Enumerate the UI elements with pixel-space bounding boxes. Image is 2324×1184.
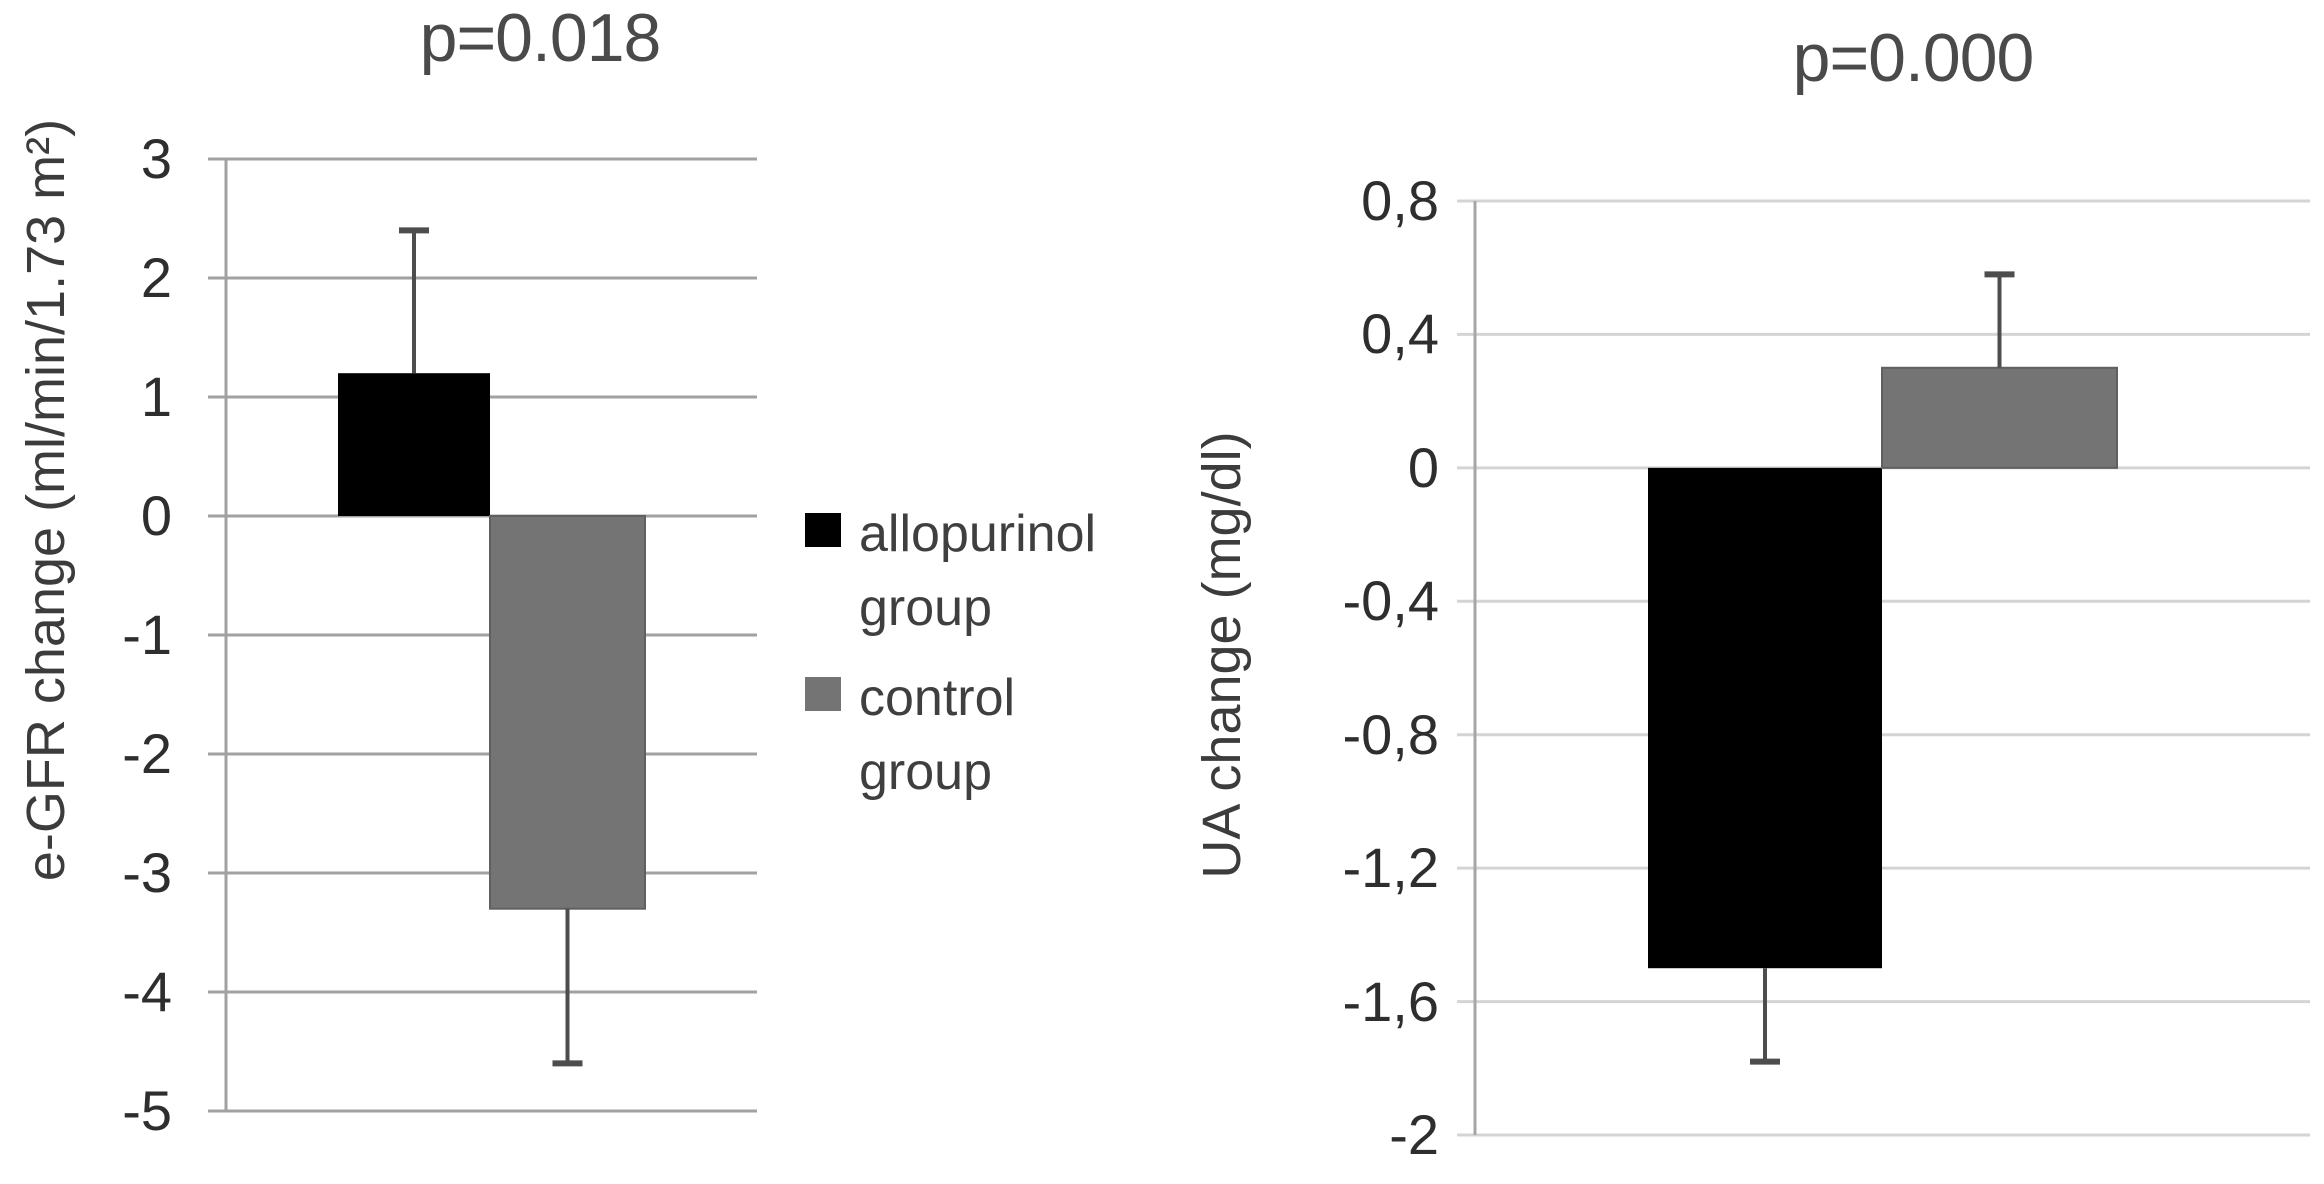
y-tick-label: -3 — [122, 841, 172, 904]
legend-label-line: allopurinol — [859, 505, 1097, 563]
y-tick-label: -1,2 — [1342, 836, 1440, 900]
legend-label-line: group — [859, 743, 992, 801]
y-tick-label: 2 — [140, 246, 172, 309]
y-tick-label: 3 — [140, 127, 172, 190]
y-tick-label: -0,8 — [1342, 702, 1440, 766]
y-tick-label: 1 — [140, 365, 172, 428]
y-tick-label: 0,8 — [1361, 169, 1439, 232]
legend-item-control-group: control group — [805, 661, 1096, 809]
y-tick-label: 0 — [1407, 435, 1439, 499]
legend-swatch-control — [805, 677, 841, 711]
y-tick-label: -5 — [122, 1079, 172, 1142]
legend: allopurinol group control group — [805, 497, 1096, 825]
y-tick-label: -2 — [1389, 1103, 1439, 1166]
y-tick-label: -1 — [122, 603, 172, 666]
bar-allopurinol-group — [338, 373, 490, 516]
legend-label-control: control group — [859, 661, 1015, 809]
y-tick-label: -0,4 — [1342, 569, 1440, 633]
legend-label-line: group — [859, 579, 992, 637]
chart1-p-value-title: p=0.018 — [419, 0, 662, 76]
legend-label-line: control — [859, 669, 1016, 727]
bar-control-group — [1881, 366, 2118, 469]
legend-label-allopurinol: allopurinol group — [859, 497, 1096, 645]
bar-control-group — [489, 515, 646, 910]
bar-allopurinol-group — [1648, 467, 1882, 969]
legend-item-allopurinol-group: allopurinol group — [805, 497, 1096, 645]
y-tick-label: -4 — [122, 960, 172, 1023]
y-tick-label: 0,4 — [1361, 302, 1439, 366]
y-tick-label: 0 — [140, 484, 172, 547]
chart2-p-value-title: p=0.000 — [1792, 20, 2035, 96]
y-tick-label: -2 — [122, 722, 172, 785]
legend-swatch-allopurinol — [805, 513, 841, 547]
y-tick-label: -1,6 — [1342, 969, 1440, 1033]
